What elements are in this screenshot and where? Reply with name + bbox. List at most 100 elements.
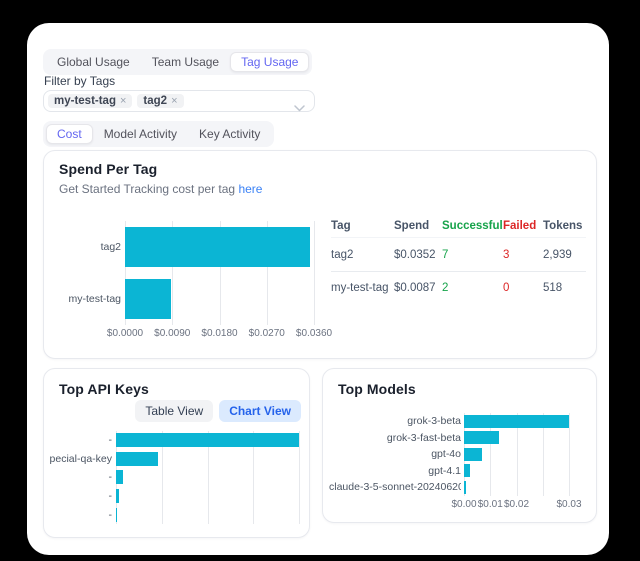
table-row: my-test-tag $0.0087 2 0 518: [331, 271, 586, 304]
remove-tag-icon[interactable]: ×: [119, 95, 127, 107]
bar: [464, 447, 482, 461]
gridline: [161, 431, 163, 524]
view-toggle: Table View Chart View: [135, 400, 301, 422]
cell-successful: 7: [442, 248, 449, 261]
gridline: [207, 431, 209, 524]
tab-team-usage[interactable]: Team Usage: [151, 55, 220, 69]
subtitle-text: Get Started Tracking cost per tag: [59, 182, 236, 196]
chart-row: gpt-4o: [329, 446, 573, 463]
chart-row: grok-3-fast-beta: [329, 430, 573, 447]
category-label: gpt-4o: [431, 448, 461, 461]
bar-track: [116, 468, 303, 487]
bar: [116, 433, 299, 448]
tab-key-activity[interactable]: Key Activity: [199, 127, 261, 141]
bar-track: [125, 273, 359, 325]
top-api-keys-chart: - pecial-qa-key - - -: [46, 431, 303, 524]
table-view-button[interactable]: Table View: [135, 400, 214, 422]
chart-row: pecial-qa-key: [46, 450, 303, 469]
top-models-chart: grok-3-beta grok-3-fast-beta gpt-4o gpt-4.1…: [329, 413, 582, 510]
col-tag: Tag: [331, 219, 351, 232]
gridline: [253, 431, 255, 524]
col-failed: Failed: [503, 219, 537, 232]
bar-track: [116, 450, 303, 469]
x-axis-ticks: $0.0000 $0.0090 $0.0180 $0.0270 $0.0360: [107, 325, 332, 339]
col-tokens: Tokens: [543, 219, 583, 232]
view-tab-bar: Cost Model Activity Key Activity: [43, 121, 275, 147]
x-tick-label: $0.0000: [106, 328, 144, 339]
tag-filter-select[interactable]: my-test-tag × tag2 ×: [43, 90, 315, 112]
gridline: [266, 221, 268, 325]
bar-track: [464, 413, 573, 430]
bar: [125, 227, 310, 267]
category-label: my-test-tag: [68, 293, 121, 305]
table-row: tag2 $0.0352 7 3 2,939: [331, 238, 586, 271]
gridline: [125, 221, 126, 325]
tab-global-usage[interactable]: Global Usage: [57, 55, 130, 69]
col-successful: Successful: [442, 219, 503, 232]
bar: [116, 451, 159, 466]
top-models-card: Top Models grok-3-beta grok-3-fast-beta gp…: [322, 368, 597, 523]
cell-tag: tag2: [331, 248, 354, 261]
spend-per-tag-title: Spend Per Tag: [59, 161, 158, 177]
x-tick-label: $0.02: [503, 498, 530, 510]
gridline: [516, 413, 518, 496]
gridline: [314, 221, 315, 325]
category-label: gpt-4.1: [428, 464, 461, 477]
usage-dashboard-panel: Global Usage Team Usage Tag Usage Filter…: [27, 23, 609, 555]
category-label: claude-3-5-sonnet-20240620: [329, 481, 461, 494]
tag-spend-table: Tag Spend Successful Failed Tokens tag2 …: [331, 214, 586, 304]
gridline: [299, 431, 300, 524]
bar: [116, 470, 124, 485]
chart-row: grok-3-beta: [329, 413, 573, 430]
tag-chip: my-test-tag ×: [48, 94, 133, 108]
chart-row: gpt-4.1: [329, 463, 573, 480]
chart-row: -: [46, 431, 303, 450]
gridline: [569, 413, 570, 496]
gridline: [490, 413, 492, 496]
bar: [464, 414, 569, 428]
tab-model-activity[interactable]: Model Activity: [103, 127, 178, 141]
bar-track: [125, 221, 359, 273]
gridline: [219, 221, 221, 325]
top-models-title: Top Models: [338, 381, 416, 397]
bar: [464, 480, 467, 494]
chevron-down-icon: [294, 99, 305, 117]
x-tick-label: $0.00: [451, 498, 477, 510]
category-label: grok-3-fast-beta: [386, 431, 461, 444]
category-label: -: [108, 434, 113, 447]
cell-tag: my-test-tag: [331, 282, 389, 294]
chart-view-button[interactable]: Chart View: [219, 400, 301, 422]
category-label: grok-3-beta: [407, 415, 461, 428]
x-axis-ticks: $0.00 $0.01 $0.02 $0.03: [451, 496, 581, 510]
col-spend: Spend: [394, 219, 430, 232]
x-tick-label: $0.0090: [154, 328, 191, 339]
bar: [116, 507, 117, 522]
cell-failed: 0: [503, 282, 510, 294]
bar: [464, 464, 471, 478]
top-api-keys-title: Top API Keys: [59, 381, 149, 397]
spend-per-tag-subtitle: Get Started Tracking cost per tag here: [59, 182, 262, 196]
tab-tag-usage[interactable]: Tag Usage: [230, 52, 310, 72]
bar-track: [116, 505, 303, 524]
gridline: [172, 221, 174, 325]
gridline: [542, 413, 544, 496]
top-api-keys-card: Top API Keys Table View Chart View - peci…: [43, 368, 310, 538]
chart-gridlines: [125, 221, 315, 325]
x-tick-label: $0.0360: [295, 328, 333, 339]
bar-track: [116, 487, 303, 506]
cell-tokens: 2,939: [543, 248, 572, 261]
tab-cost[interactable]: Cost: [46, 124, 93, 144]
remove-tag-icon[interactable]: ×: [171, 95, 178, 107]
chart-row: claude-3-5-sonnet-20240620: [329, 479, 573, 496]
tag-chip-label: tag2: [143, 95, 168, 107]
here-link[interactable]: here: [238, 182, 263, 196]
bar-track: [464, 463, 573, 480]
category-label: pecial-qa-key: [49, 452, 112, 465]
filter-by-tags-label: Filter by Tags: [44, 74, 116, 88]
chart-row: tag2: [59, 221, 359, 273]
usage-tab-bar: Global Usage Team Usage Tag Usage: [43, 49, 313, 75]
cell-failed: 3: [503, 248, 510, 261]
chart-row: my-test-tag: [59, 273, 359, 325]
table-header-row: Tag Spend Successful Failed Tokens: [331, 214, 586, 238]
cell-spend: $0.0087: [394, 282, 436, 294]
